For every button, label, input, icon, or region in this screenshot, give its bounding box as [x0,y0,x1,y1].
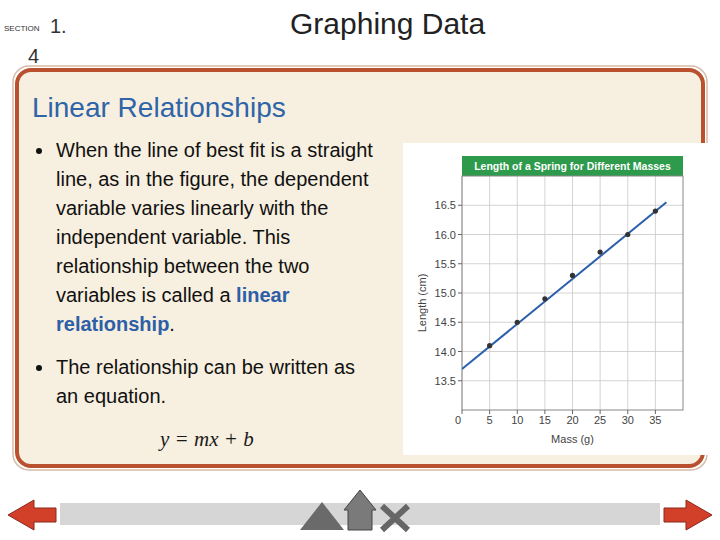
y-tick-label: 16.0 [435,229,456,241]
fit-line [462,202,666,369]
y-tick-label: 15.5 [435,258,456,270]
equation: y = mx + b [158,427,254,451]
x-tick-label: 0 [455,414,461,426]
section-number: 1. [50,15,67,37]
grid-line-y [462,263,683,264]
plot-frame [462,176,683,410]
panel-heading: Linear Relationships [32,92,286,123]
data-point [570,273,575,278]
bullet: When the line of best fit is a straight … [32,136,377,339]
y-tick [458,351,462,352]
x-tick-label: 35 [649,414,661,426]
x-tick-label: 15 [539,414,551,426]
data-point [542,296,547,301]
chart-title: Length of a Spring for Different Masses [474,160,671,172]
data-point [515,320,520,325]
section-label: SECTION [4,24,40,33]
bullet-text: The relationship can be written as an eq… [56,353,377,411]
grid-line-y [462,351,683,352]
y-tick [458,205,462,206]
y-tick [458,263,462,264]
bullet-text: When the line of best fit is a straight … [56,136,377,339]
text-run: The relationship can be written as an eq… [56,356,355,407]
chart-background [403,143,708,455]
section-sub: 4 [28,45,39,67]
text-run: When the line of best fit is a straight … [56,139,373,306]
data-point [625,232,630,237]
y-tick-label: 14.5 [435,316,456,328]
x-tick-label: 20 [566,414,578,426]
x-tick-label: 10 [511,414,523,426]
y-tick [458,322,462,323]
x-tick [462,410,463,414]
nav-prev[interactable] [8,500,56,530]
nav-background [0,478,720,540]
grid-line-y [462,234,683,235]
grid-line-y [462,205,683,206]
nav-home[interactable] [344,490,376,530]
data-point [598,249,603,254]
nav-next[interactable] [664,500,712,530]
bullet: The relationship can be written as an eq… [32,353,377,411]
x-tick-label: 5 [487,414,493,426]
y-tick-label: 13.5 [435,375,456,387]
grid-line-y [462,380,683,381]
bullet-dot [36,148,42,154]
bullet-list: When the line of best fit is a straight … [32,136,377,425]
x-tick-label: 30 [622,414,634,426]
data-point [487,343,492,348]
y-tick-label: 15.0 [435,287,456,299]
x-tick-label: 25 [594,414,606,426]
grid-line-y [462,322,683,323]
data-point [653,209,658,214]
panel-outer [13,66,707,470]
y-tick [458,380,462,381]
y-tick [458,293,462,294]
text-run: . [169,313,175,335]
bullet-dot [36,365,42,371]
x-axis-label: Mass (g) [551,433,594,445]
chart-title-bar [462,156,683,176]
nav-icon-close[interactable] [382,506,408,530]
plot-marks [462,202,666,369]
y-tick-label: 16.5 [435,199,456,211]
panel [17,70,703,466]
slide-title: Graphing Data [290,7,485,40]
y-tick [458,234,462,235]
y-tick-label: 14.0 [435,346,456,358]
grid-line-y [462,293,683,294]
nav-icon-pencil[interactable] [300,502,344,530]
y-axis-label: Length (cm) [416,274,428,333]
